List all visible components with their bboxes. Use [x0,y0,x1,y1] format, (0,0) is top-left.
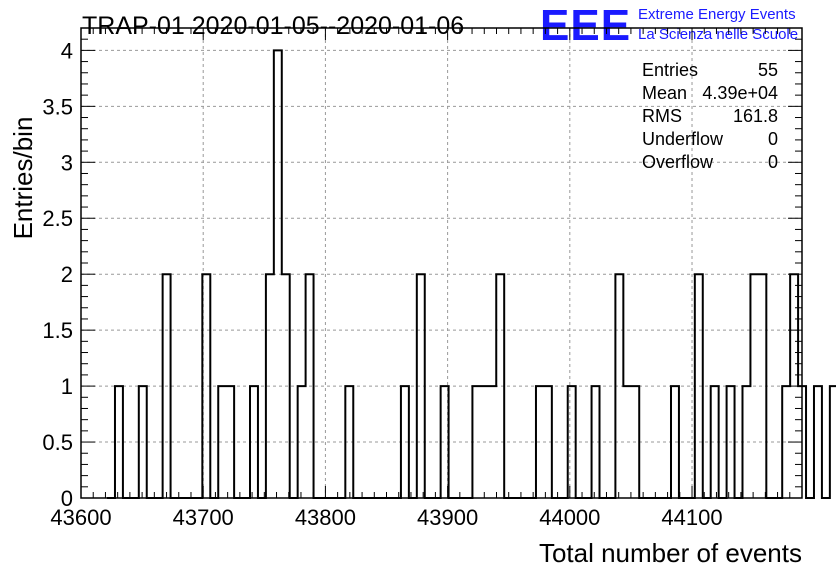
x-tick-label: 43600 [50,505,111,530]
y-tick-label: 3 [61,150,73,175]
chart-title: TRAP-01 2020-01-05--2020-01-06 [82,12,464,40]
y-tick-label: 4 [61,38,73,63]
x-tick-label: 43900 [417,505,478,530]
x-axis-title: Total number of events [539,538,802,568]
stat-label-underflow: Underflow [642,129,724,149]
statistics-box: Entries 55 Mean 4.39e+04 RMS 161.8 Underflow 0 O… [642,60,778,172]
stat-label-entries: Entries [642,60,698,80]
y-tick-label: 0.5 [42,430,73,455]
x-tick-label: 44000 [539,505,600,530]
x-tick-label: 44100 [661,505,722,530]
y-axis-ticks: 0 0.5 1 1.5 2 2.5 3 3.5 4 [42,27,802,511]
x-tick-label: 43700 [173,505,234,530]
y-axis-title: Entries/bin [8,117,38,240]
stat-label-overflow: Overflow [642,152,714,172]
y-tick-label: 2.5 [42,206,73,231]
stat-label-mean: Mean [642,83,687,103]
histogram-line [107,49,836,499]
logo-line-2: La Scienza nelle Scuole [638,26,798,43]
y-tick-label: 3.5 [42,94,73,119]
x-tick-label: 43800 [295,505,356,530]
y-tick-label: 2 [61,262,73,287]
stat-value-underflow: 0 [768,129,778,149]
logo-line-1: Extreme Energy Events [638,6,796,23]
stat-value-mean: 4.39e+04 [702,83,778,103]
y-tick-label: 1.5 [42,318,73,343]
eee-logo: EEE Extreme Energy Events La Scienza nel… [540,1,798,50]
stat-value-entries: 55 [758,60,778,80]
stat-label-rms: RMS [642,106,682,126]
stat-value-rms: 161.8 [733,106,778,126]
stat-value-overflow: 0 [768,152,778,172]
x-axis-ticks: 43600 43700 43800 43900 44000 44100 [50,28,803,530]
y-tick-label: 1 [61,374,73,399]
y-tick-label: 0 [61,486,73,511]
eee-logo-letters: EEE [540,1,631,50]
